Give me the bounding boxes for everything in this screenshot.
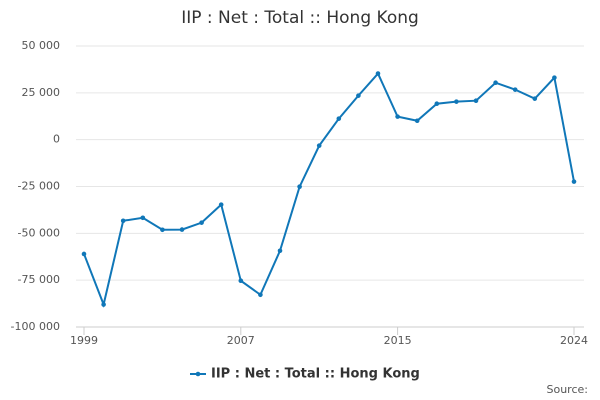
point [552, 75, 557, 80]
point [571, 179, 577, 184]
point [414, 118, 420, 124]
y-tick-label: -25 000 [18, 180, 60, 193]
legend-label: IIP : Net : Total :: Hong Kong [211, 367, 420, 382]
point [101, 302, 106, 307]
point [297, 184, 302, 189]
point [532, 96, 538, 101]
line [83, 71, 575, 308]
legend-symbol [195, 371, 201, 377]
point [120, 218, 126, 224]
point [179, 227, 185, 232]
y-tick-label: -50 000 [18, 226, 60, 239]
point [199, 220, 204, 225]
x-tick-label: 1999 [70, 334, 98, 347]
point [277, 248, 283, 254]
y-tick-label: -100 000 [11, 320, 60, 333]
point [434, 101, 440, 106]
point [375, 71, 381, 76]
y-tick-label: -75 000 [18, 273, 60, 286]
point [454, 99, 459, 104]
point [258, 292, 263, 298]
point [395, 114, 400, 119]
point [238, 278, 244, 284]
x-tick-label: 2015 [384, 334, 412, 347]
source: Source: [547, 383, 589, 396]
point [356, 93, 361, 98]
point [81, 251, 87, 257]
point [336, 116, 342, 121]
y-tick-label: 25 000 [22, 86, 61, 99]
point [140, 215, 146, 221]
y-tick-label: 50 000 [22, 39, 61, 52]
point [218, 202, 224, 207]
y-tick-label: 0 [53, 133, 60, 146]
chart-title: IIP : Net : Total :: Hong Kong [181, 8, 419, 28]
x-tick-label: 2024 [560, 334, 588, 347]
point [160, 227, 165, 233]
point [512, 87, 518, 92]
point [473, 98, 479, 104]
point [493, 80, 498, 86]
point [316, 143, 322, 148]
x-tick-label: 2007 [227, 334, 255, 347]
